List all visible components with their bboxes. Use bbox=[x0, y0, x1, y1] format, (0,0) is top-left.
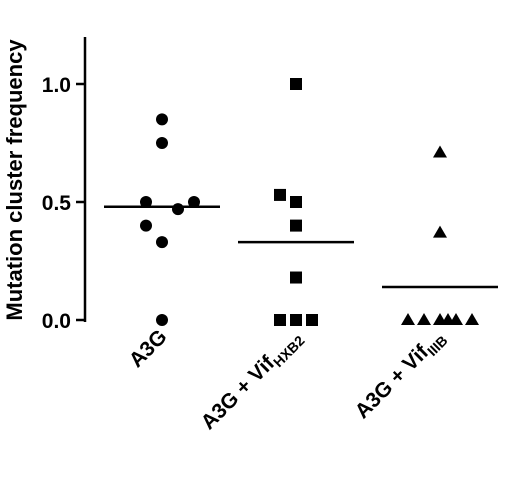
triangle-point bbox=[417, 313, 431, 325]
circle-point bbox=[140, 219, 152, 232]
square-point bbox=[290, 196, 302, 208]
triangle-point bbox=[433, 145, 447, 158]
y-tick-label: 0.5 bbox=[42, 192, 72, 215]
circle-point bbox=[172, 203, 184, 216]
y-axis-title: Mutation cluster frequency bbox=[2, 39, 27, 321]
category-label: A3G + VifHXB2 bbox=[197, 325, 308, 436]
square-point bbox=[290, 219, 302, 232]
triangle-point bbox=[401, 313, 415, 325]
category-label-main: A3G + Vif bbox=[351, 340, 434, 423]
median-lines bbox=[104, 205, 498, 289]
square-point bbox=[274, 314, 286, 326]
circle-point bbox=[156, 113, 168, 126]
square-point bbox=[274, 188, 286, 201]
circle-point bbox=[140, 196, 152, 208]
category-label-main: A3G + Vif bbox=[197, 351, 280, 434]
circle-point bbox=[156, 236, 168, 249]
triangle-point bbox=[465, 313, 479, 325]
square-point bbox=[290, 271, 302, 284]
square-point bbox=[290, 314, 302, 326]
circle-point bbox=[188, 196, 200, 208]
circle-point bbox=[156, 314, 168, 326]
category-label-subscript: HXB2 bbox=[270, 332, 308, 370]
y-ticks: 0.0 0.5 1.0 bbox=[42, 74, 85, 333]
category-label-main: A3G bbox=[125, 325, 172, 372]
y-tick-label: 1.0 bbox=[42, 74, 71, 97]
data-marks bbox=[140, 78, 479, 326]
category-label: A3G + VifIIIB bbox=[351, 325, 451, 425]
y-tick-label: 0.0 bbox=[42, 310, 71, 333]
circle-point bbox=[156, 137, 168, 149]
triangle-point bbox=[449, 313, 463, 325]
square-point bbox=[306, 314, 318, 326]
square-point bbox=[290, 78, 302, 90]
triangle-point bbox=[433, 225, 447, 238]
category-label: A3G bbox=[125, 325, 172, 372]
